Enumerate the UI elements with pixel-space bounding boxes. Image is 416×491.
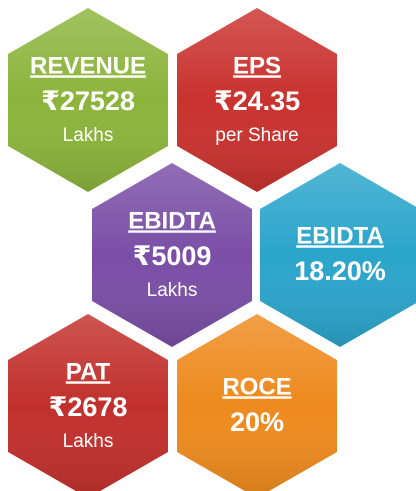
tile-value: ₹5009	[133, 241, 212, 271]
hexagon-shine	[8, 8, 168, 192]
hexagon-tile: EPS ₹24.35 per Share	[177, 8, 337, 192]
tile-unit: Lakhs	[63, 125, 114, 146]
tile-label: EBIDTA	[296, 222, 384, 249]
tile-value: ₹27528	[41, 86, 135, 116]
hexagon-shine	[8, 314, 168, 491]
tile-value: ₹24.35	[214, 86, 300, 116]
tile-value: 20%	[230, 407, 284, 437]
hexagon-shine	[177, 314, 337, 491]
tile-label: ROCE	[222, 373, 291, 400]
tile-label: EBIDTA	[128, 207, 216, 234]
tile-unit: per Share	[215, 125, 298, 146]
tile-value: ₹2678	[49, 392, 128, 422]
hexagon-shine	[177, 8, 337, 192]
tile-value: 18.20%	[294, 256, 386, 286]
hexagon-tile: PAT ₹2678 Lakhs	[8, 314, 168, 491]
hexagon-tile: REVENUE ₹27528 Lakhs	[8, 8, 168, 192]
hexagon-tile: EBIDTA 18.20%	[260, 163, 416, 347]
tile-label: EPS	[233, 52, 281, 79]
hexagon-shine	[92, 163, 252, 347]
tile-label: PAT	[66, 358, 111, 385]
hexagon-shine	[260, 163, 416, 347]
tile-unit: Lakhs	[63, 431, 114, 452]
hexagon-tile: ROCE 20%	[177, 314, 337, 491]
hexagon-tile: EBIDTA ₹5009 Lakhs	[92, 163, 252, 347]
tile-label: REVENUE	[30, 52, 146, 79]
tile-unit: Lakhs	[147, 280, 198, 301]
